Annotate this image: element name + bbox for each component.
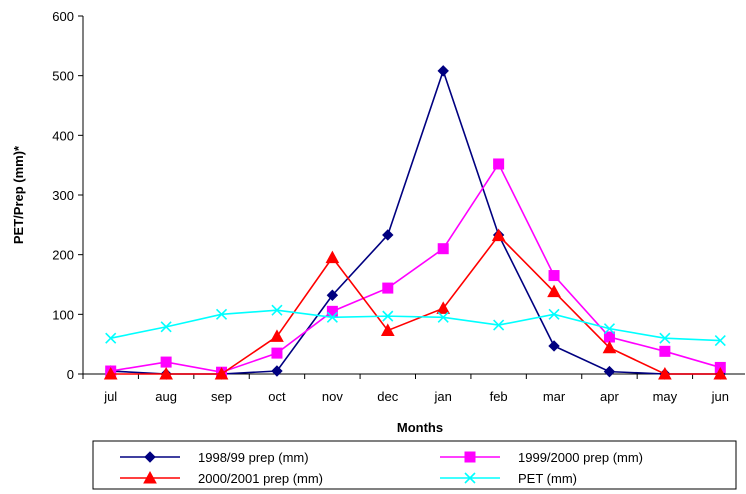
legend: 1998/99 prep (mm) 1999/2000 prep (mm) 2000… (120, 450, 643, 486)
data-point (270, 329, 284, 342)
data-point (214, 366, 229, 380)
legend-entry: 2000/2001 prep (mm) (120, 470, 323, 486)
x-tick-label: apr (600, 389, 619, 404)
legend-label: PET (mm) (518, 471, 577, 486)
x-tick-label: feb (490, 389, 508, 404)
data-point (659, 332, 671, 344)
series-line (110, 162, 721, 374)
data-point (548, 308, 560, 320)
data-point (547, 284, 561, 298)
data-point (159, 366, 173, 380)
data-point (548, 270, 560, 282)
data-point (602, 340, 617, 354)
x-tick-label: jun (711, 389, 729, 404)
data-point (326, 311, 338, 323)
series-layer (103, 65, 728, 380)
data-point (659, 345, 671, 357)
data-point (437, 243, 449, 255)
x-tick-label: sep (211, 389, 232, 404)
x-tick-label: jan (434, 389, 452, 404)
data-point (380, 323, 395, 336)
data-point (326, 289, 339, 301)
legend-box (92, 440, 737, 490)
data-point (658, 366, 672, 380)
data-point (325, 250, 340, 264)
x-tick-label: oct (268, 389, 286, 404)
y-tick-label: 500 (52, 69, 74, 84)
x-tick-label: aug (155, 389, 177, 404)
legend-entry: PET (mm) (440, 471, 577, 486)
data-point (437, 65, 449, 77)
legend-marker (464, 472, 476, 484)
data-point (160, 356, 172, 368)
data-point (713, 366, 728, 380)
data-point (603, 323, 616, 335)
data-point (382, 282, 394, 294)
y-axis-ticks: 0 100 200 300 400 500 600 (52, 9, 83, 382)
legend-marker (464, 451, 476, 463)
data-point (436, 301, 451, 314)
legend-marker (143, 470, 157, 484)
series-line (110, 234, 721, 375)
series-line (110, 68, 721, 375)
y-tick-label: 400 (52, 128, 74, 143)
y-tick-label: 300 (52, 188, 74, 203)
legend-label: 2000/2001 prep (mm) (198, 471, 323, 486)
y-tick-label: 0 (67, 367, 74, 382)
y-axis-title: PET/Prep (mm)* (11, 145, 26, 244)
data-point (160, 321, 172, 333)
data-point (271, 304, 283, 316)
legend-label: 1999/2000 prep (mm) (518, 450, 643, 465)
data-point (491, 228, 506, 242)
x-axis-title: Months (397, 420, 443, 435)
legend-marker (144, 451, 156, 463)
data-point (382, 229, 394, 241)
data-point (603, 331, 615, 343)
data-point (105, 332, 117, 344)
data-point (493, 158, 505, 170)
x-axis-ticks: jul aug sep oct nov dec jan feb mar apr may jun (82, 374, 729, 404)
series-line (110, 309, 721, 342)
series-4 (105, 304, 726, 347)
series-2 (105, 158, 726, 378)
data-point (437, 311, 449, 323)
y-tick-label: 600 (52, 9, 74, 24)
y-tick-label: 200 (52, 248, 74, 263)
data-point (603, 365, 616, 378)
x-tick-label: nov (322, 389, 343, 404)
data-point (714, 335, 726, 347)
x-tick-label: may (653, 389, 678, 404)
data-point (382, 310, 394, 322)
data-point (103, 366, 118, 380)
x-tick-label: mar (543, 389, 566, 404)
data-point (271, 365, 283, 377)
series-3 (103, 228, 728, 380)
y-tick-label: 100 (52, 307, 74, 322)
data-point (271, 347, 283, 359)
legend-label: 1998/99 prep (mm) (198, 450, 309, 465)
x-tick-label: dec (377, 389, 398, 404)
legend-entry: 1998/99 prep (mm) (120, 450, 309, 465)
x-tick-label: jul (103, 389, 117, 404)
legend-entry: 1999/2000 prep (mm) (440, 450, 643, 465)
data-point (493, 319, 505, 331)
data-point (215, 308, 228, 320)
data-point (548, 340, 560, 352)
